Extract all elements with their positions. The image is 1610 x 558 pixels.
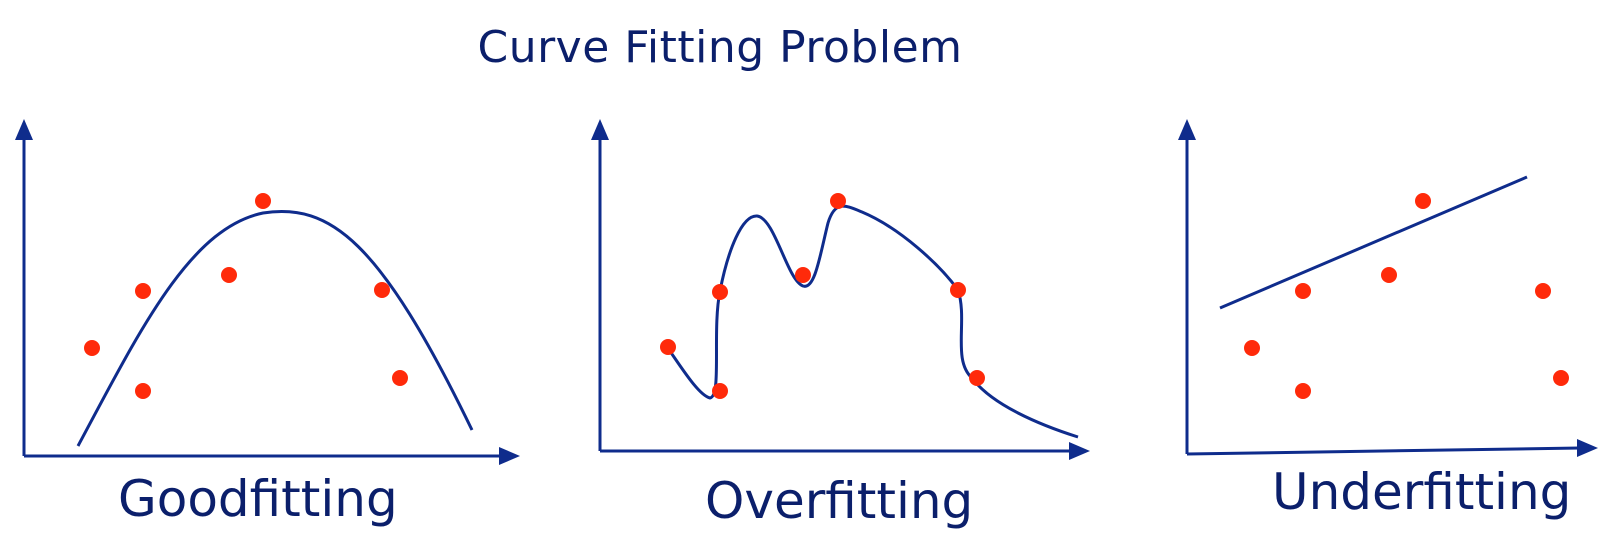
overfitting-caption: Overfitting — [705, 472, 974, 530]
goodfitting-point-3 — [135, 383, 151, 399]
underfitting-point-1 — [1244, 340, 1260, 356]
underfitting-point-5 — [1415, 193, 1431, 209]
overfitting-point-5 — [830, 193, 846, 209]
underfitting-y-arrow — [1178, 119, 1196, 140]
underfitting-point-3 — [1295, 383, 1311, 399]
overfitting-point-7 — [969, 370, 985, 386]
goodfitting-point-1 — [84, 340, 100, 356]
goodfitting-panel — [15, 119, 520, 465]
goodfitting-x-arrow — [499, 447, 520, 465]
overfitting-point-4 — [795, 267, 811, 283]
overfitting-point-2 — [712, 284, 728, 300]
goodfitting-point-4 — [221, 267, 237, 283]
overfitting-point-3 — [712, 383, 728, 399]
overfitting-y-arrow — [591, 119, 609, 140]
diagram-title: Curve Fitting Problem — [477, 22, 963, 73]
goodfitting-curve — [76, 210, 474, 447]
underfitting-panel — [1178, 119, 1598, 457]
underfitting-x-arrow — [1577, 439, 1598, 457]
underfitting-point-6 — [1535, 283, 1551, 299]
goodfitting-caption: Goodfitting — [118, 470, 398, 528]
overfitting-panel — [591, 119, 1090, 460]
underfitting-point-7 — [1553, 370, 1569, 386]
underfitting-point-4 — [1381, 267, 1397, 283]
underfitting-caption: Underfitting — [1272, 463, 1572, 521]
underfitting-point-2 — [1295, 283, 1311, 299]
goodfitting-point-5 — [255, 193, 271, 209]
underfitting-x-axis — [1186, 446, 1581, 456]
goodfitting-y-arrow — [15, 119, 33, 140]
overfitting-x-arrow — [1069, 442, 1090, 460]
goodfitting-point-6 — [374, 282, 390, 298]
goodfitting-point-7 — [392, 370, 408, 386]
underfitting-line — [1219, 175, 1528, 310]
goodfitting-point-2 — [135, 283, 151, 299]
overfitting-curve — [665, 204, 1079, 439]
overfitting-point-6 — [950, 282, 966, 298]
overfitting-point-1 — [660, 339, 676, 355]
